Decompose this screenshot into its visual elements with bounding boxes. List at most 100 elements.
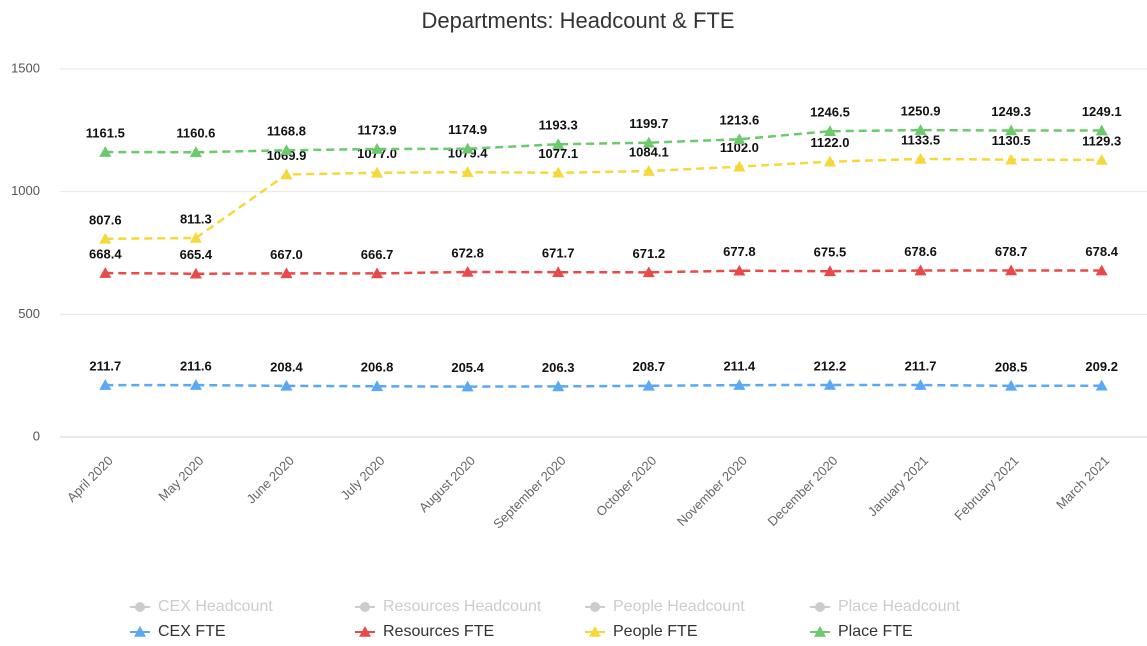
data-label: 677.8 <box>723 244 756 259</box>
point-marker <box>461 166 474 177</box>
legend-label: CEX FTE <box>158 623 226 640</box>
data-label: 208.7 <box>633 359 666 374</box>
point-marker <box>371 166 384 178</box>
point-marker <box>99 267 112 278</box>
data-label: 1246.5 <box>810 105 850 120</box>
point-marker <box>189 231 202 243</box>
point-marker <box>189 146 202 158</box>
point-marker <box>99 379 112 390</box>
data-label: 666.7 <box>361 247 394 262</box>
legend-label: Resources FTE <box>383 623 494 640</box>
point-marker <box>371 380 384 392</box>
legend-label: People FTE <box>613 623 697 640</box>
data-label: 211.6 <box>180 359 212 374</box>
data-label: 668.4 <box>89 246 122 261</box>
legend-label: Place FTE <box>838 623 913 640</box>
point-marker <box>1005 264 1018 276</box>
series-line <box>105 383 1102 388</box>
data-label: 1249.1 <box>1082 104 1122 119</box>
legend-marker <box>589 626 601 637</box>
series-line <box>105 269 1102 276</box>
point-marker <box>1095 264 1108 276</box>
x-tick-label: October 2020 <box>593 453 659 519</box>
x-tick-label: March 2021 <box>1053 453 1112 512</box>
point-marker <box>552 266 565 278</box>
data-label: 1130.5 <box>992 133 1031 148</box>
data-label: 678.7 <box>995 244 1028 259</box>
x-tick-label: November 2020 <box>674 453 750 529</box>
data-label: 1213.6 <box>719 113 759 128</box>
chart-title: Departments: Headcount & FTE <box>421 8 734 33</box>
data-label: 212.2 <box>814 358 847 373</box>
point-marker <box>99 232 112 244</box>
data-label: 211.4 <box>723 359 756 374</box>
point-marker <box>280 379 293 391</box>
legend-marker <box>590 602 600 612</box>
x-tick-label: July 2020 <box>338 453 388 503</box>
data-label: 1193.3 <box>539 118 578 133</box>
data-label: 665.4 <box>180 247 213 262</box>
point-marker <box>552 380 565 392</box>
point-marker <box>823 265 836 277</box>
data-label: 211.7 <box>89 359 121 374</box>
x-tick-label: April 2020 <box>64 453 116 505</box>
data-label: 1161.5 <box>86 125 125 140</box>
point-marker <box>461 142 474 154</box>
data-label: 1174.9 <box>448 122 487 137</box>
data-label: 667.0 <box>270 247 303 262</box>
point-marker <box>461 265 474 277</box>
y-tick-label: 1000 <box>11 183 40 198</box>
data-label: 205.4 <box>451 360 484 375</box>
point-marker <box>1005 124 1018 136</box>
point-marker <box>733 379 746 390</box>
legend-label: CEX Headcount <box>158 598 273 615</box>
data-label: 208.4 <box>270 359 303 374</box>
x-tick-label: January 2021 <box>865 453 931 519</box>
point-marker <box>371 143 384 154</box>
point-marker <box>642 379 655 391</box>
data-label: 811.3 <box>180 211 212 226</box>
point-marker <box>823 378 836 390</box>
data-label: 1249.3 <box>991 104 1031 119</box>
legend-label: Resources Headcount <box>383 598 542 615</box>
data-label: 1133.5 <box>901 132 940 147</box>
data-label: 206.3 <box>542 360 575 375</box>
y-tick-label: 500 <box>18 306 40 321</box>
point-marker <box>1095 153 1108 165</box>
x-tick-label: September 2020 <box>490 453 569 532</box>
data-label: 1160.6 <box>176 126 215 141</box>
point-marker <box>914 379 927 390</box>
point-marker <box>1095 379 1108 391</box>
series-line <box>105 157 1102 241</box>
point-marker <box>642 165 655 176</box>
legend-marker <box>135 602 145 612</box>
data-label: 1122.0 <box>810 135 849 150</box>
point-marker <box>733 264 746 276</box>
point-marker <box>189 379 202 390</box>
point-marker <box>99 146 112 157</box>
point-marker <box>733 160 746 172</box>
series-line <box>105 128 1102 154</box>
data-label: 671.2 <box>633 246 666 261</box>
data-label: 208.5 <box>995 359 1028 374</box>
legend-marker <box>815 602 825 612</box>
point-marker <box>280 144 293 156</box>
point-marker <box>461 380 474 392</box>
point-marker <box>642 136 655 148</box>
data-label: 1173.9 <box>358 122 397 137</box>
data-label: 672.8 <box>451 245 484 260</box>
legend-marker <box>134 626 146 637</box>
point-marker <box>914 124 927 135</box>
legend-label: People Headcount <box>613 598 745 615</box>
data-label: 678.6 <box>904 244 937 259</box>
y-tick-label: 0 <box>33 428 40 443</box>
data-label: 1077.1 <box>538 146 578 161</box>
point-marker <box>1005 153 1018 165</box>
legend-marker <box>360 602 370 612</box>
data-label: 1102.0 <box>720 140 759 155</box>
data-label: 675.5 <box>814 245 847 260</box>
x-tick-label: May 2020 <box>155 453 206 504</box>
point-marker <box>823 125 836 136</box>
point-marker <box>1005 379 1018 391</box>
